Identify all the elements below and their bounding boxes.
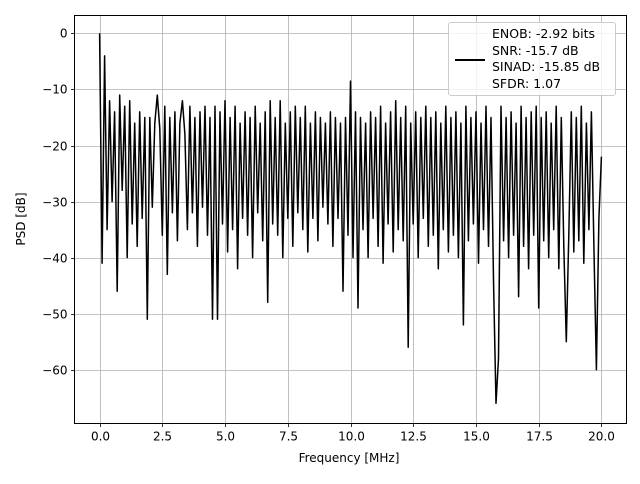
x-tick-label: 7.5 — [279, 430, 298, 444]
axes-frame — [74, 15, 627, 424]
y-tick-label: −20 — [42, 140, 67, 154]
x-tick-label: 5.0 — [216, 430, 235, 444]
psd-series-line — [98, 33, 603, 405]
x-tick-label: 0.0 — [91, 430, 110, 444]
x-tick-label: 15.0 — [463, 430, 490, 444]
y-tick-label: 0 — [60, 27, 68, 41]
x-tick-label: 17.5 — [526, 430, 553, 444]
y-tick-label: −50 — [42, 308, 67, 322]
y-tick-label: −30 — [42, 196, 67, 210]
y-axis-label: PSD [dB] — [14, 192, 28, 245]
y-tick-label: −10 — [42, 83, 67, 97]
legend: ENOB: -2.92 bits SNR: -15.7 dB SINAD: -1… — [448, 22, 616, 96]
x-tick-label: 20.0 — [588, 430, 615, 444]
y-tick-label: −40 — [42, 252, 67, 266]
legend-label: ENOB: -2.92 bits SNR: -15.7 dB SINAD: -1… — [492, 26, 601, 91]
y-tick-label: −60 — [42, 364, 67, 378]
x-tick-label: 12.5 — [400, 430, 427, 444]
legend-line-swatch — [455, 59, 485, 61]
x-tick-label: 2.5 — [153, 430, 172, 444]
x-axis-label: Frequency [MHz] — [299, 451, 400, 465]
x-tick-label: 10.0 — [338, 430, 365, 444]
